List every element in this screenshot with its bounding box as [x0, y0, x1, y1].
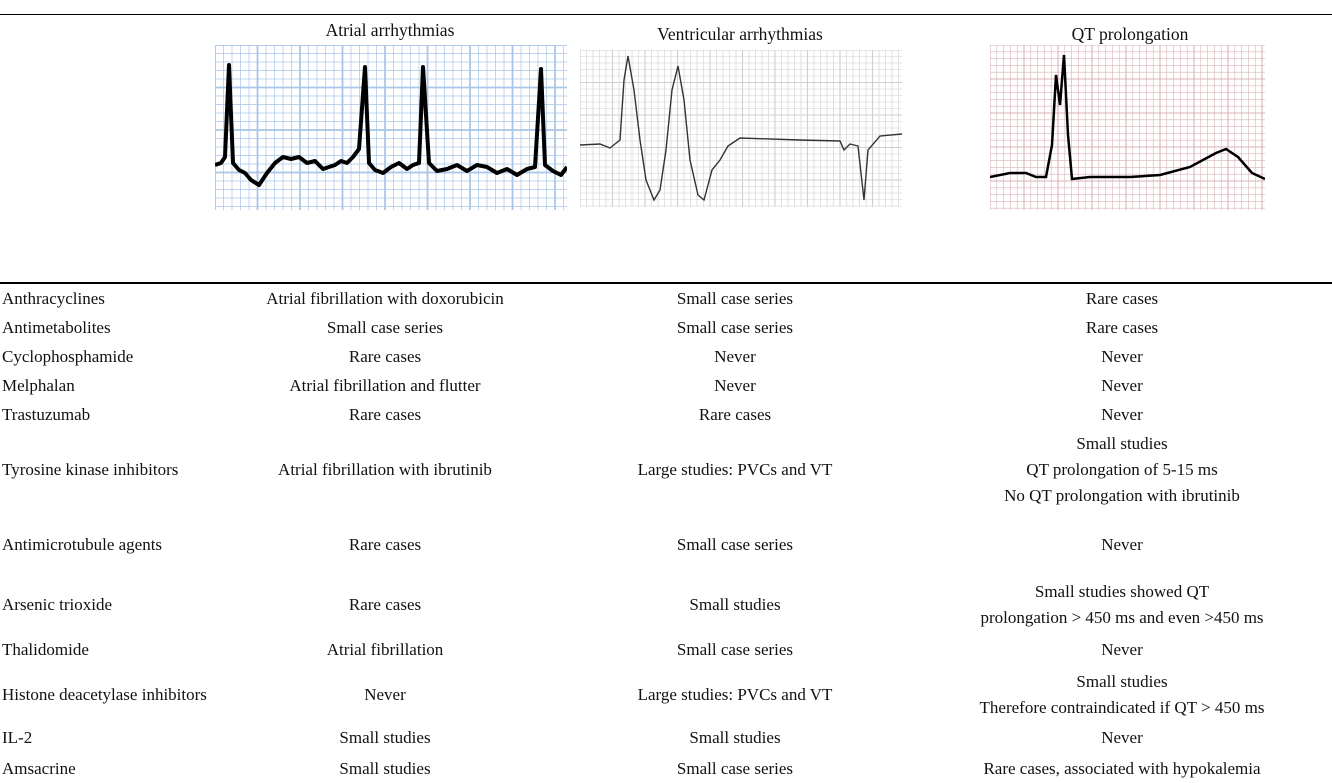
drug-cell: Trastuzumab	[0, 400, 210, 429]
top-rule	[0, 14, 1332, 15]
table-cell: Rare cases, associated with hypokalemia	[910, 755, 1332, 783]
table-cell: Rare cases	[210, 511, 560, 579]
table-cell: Rare cases	[910, 284, 1332, 313]
drug-cell: Cyclophosphamide	[0, 342, 210, 371]
ventricular-ecg	[580, 50, 902, 207]
drug-cell: Melphalan	[0, 371, 210, 400]
drug-cell: Antimetabolites	[0, 313, 210, 342]
column-header: Ventricular arrhythmias	[565, 24, 915, 45]
table-cell: Never	[560, 371, 910, 400]
table-cell: Large studies: PVCs and VT	[560, 669, 910, 721]
drug-cell: Antimicrotubule agents	[0, 511, 210, 579]
table-cell: Atrial fibrillation	[210, 631, 560, 669]
column-header: QT prolongation	[920, 24, 1332, 45]
table-cell: Small studies	[210, 721, 560, 755]
table-cell: Small studies	[210, 755, 560, 783]
cell-line: No QT prolongation with ibrutinib	[910, 483, 1332, 509]
atrial-ecg	[215, 45, 567, 210]
drug-cell: Tyrosine kinase inhibitors	[0, 429, 210, 511]
table-cell: Small case series	[560, 313, 910, 342]
cell-line: Small studies	[910, 431, 1332, 457]
table-cell: Small studies	[560, 721, 910, 755]
table-cell: Never	[910, 342, 1332, 371]
table-cell: Never	[210, 669, 560, 721]
column-header: Atrial arrhythmias	[215, 20, 565, 41]
table-cell: Never	[910, 511, 1332, 579]
drug-cell: Amsacrine	[0, 755, 210, 783]
cell-line: prolongation > 450 ms and even >450 ms	[910, 605, 1332, 631]
table-cell: Never	[910, 400, 1332, 429]
page: Atrial arrhythmias Ventricular arrhythmi…	[0, 0, 1332, 776]
drug-cell: IL-2	[0, 721, 210, 755]
table-cell: Small case series	[560, 631, 910, 669]
table-cell: Atrial fibrillation and flutter	[210, 371, 560, 400]
table-cell: Rare cases	[210, 342, 560, 371]
table-cell: Never	[910, 631, 1332, 669]
drug-cell: Histone deacetylase inhibitors	[0, 669, 210, 721]
cell-line: Therefore contraindicated if QT > 450 ms	[910, 695, 1332, 721]
table-cell: Rare cases	[910, 313, 1332, 342]
table-cell: Rare cases	[210, 579, 560, 631]
drug-cell: Anthracyclines	[0, 284, 210, 313]
table-cell: Atrial fibrillation with ibrutinib	[210, 429, 560, 511]
table-cell: Small case series	[210, 313, 560, 342]
table-cell: Large studies: PVCs and VT	[560, 429, 910, 511]
table-cell: Small studies	[560, 579, 910, 631]
table-cell: Never	[910, 371, 1332, 400]
table-cell: Never	[910, 721, 1332, 755]
table-cell: Atrial fibrillation with doxorubicin	[210, 284, 560, 313]
table-cell: Rare cases	[210, 400, 560, 429]
drug-cell: Thalidomide	[0, 631, 210, 669]
qt-ecg	[990, 45, 1265, 210]
cell-line: QT prolongation of 5-15 ms	[910, 457, 1332, 483]
table-cell: Small case series	[560, 755, 910, 783]
table-cell: Small case series	[560, 284, 910, 313]
table-cell: Small case series	[560, 511, 910, 579]
cell-line: Small studies showed QT	[910, 579, 1332, 605]
cell-line: Small studies	[910, 669, 1332, 695]
table-cell: Never	[560, 342, 910, 371]
table-cell: Rare cases	[560, 400, 910, 429]
drug-cell: Arsenic trioxide	[0, 579, 210, 631]
